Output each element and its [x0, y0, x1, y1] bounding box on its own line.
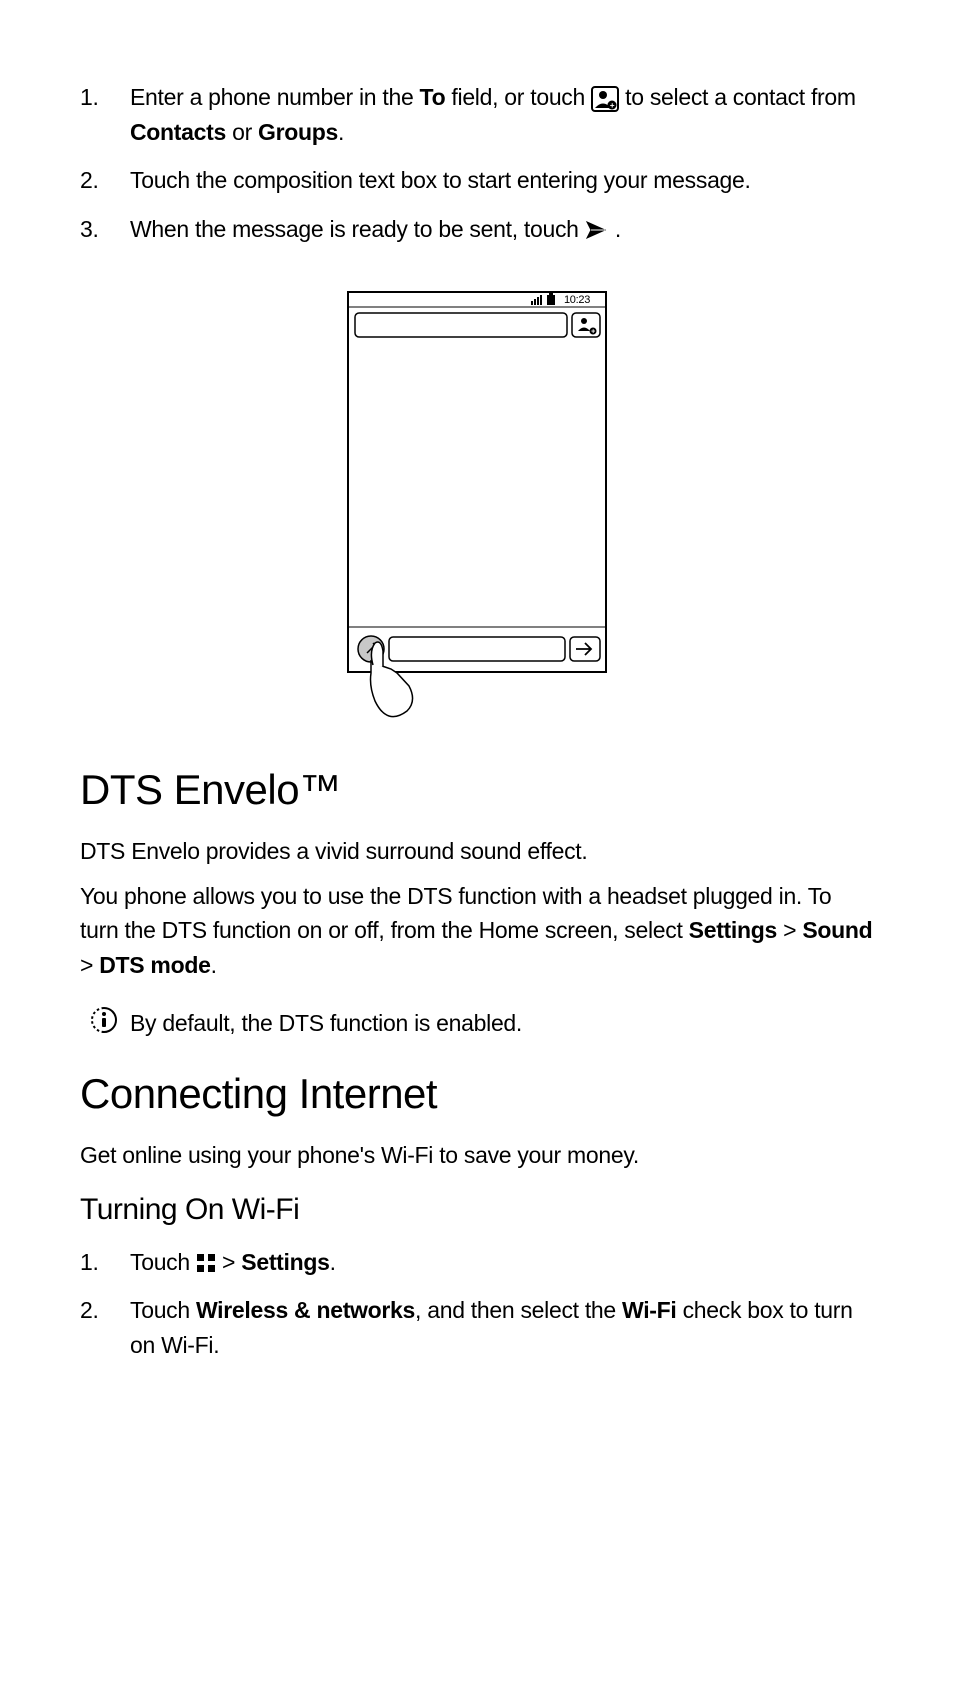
internet-heading: Connecting Internet [80, 1070, 874, 1118]
list-body: Touch Wireless & networks, and then sele… [130, 1293, 874, 1362]
dts-paragraph-2: You phone allows you to use the DTS func… [80, 879, 874, 983]
dts-paragraph-1: DTS Envelo provides a vivid surround sou… [80, 834, 874, 869]
info-icon [90, 1006, 118, 1040]
apps-icon [196, 1253, 216, 1273]
dts-heading: DTS Envelo™ [80, 766, 874, 814]
messaging-step-item: 3.When the message is ready to be sent, … [80, 212, 874, 247]
dts-note: By default, the DTS function is enabled. [90, 1006, 874, 1040]
list-number: 3. [80, 212, 130, 247]
internet-paragraph: Get online using your phone's Wi-Fi to s… [80, 1138, 874, 1173]
list-number: 2. [80, 163, 130, 198]
phone-mock-icon: 10:23 + [347, 291, 607, 731]
svg-text:+: + [610, 101, 615, 110]
list-body: When the message is ready to be sent, to… [130, 212, 874, 247]
svg-text:10:23: 10:23 [564, 294, 590, 306]
wifi-step-item: 2.Touch Wireless & networks, and then se… [80, 1293, 874, 1362]
steps-list-messaging: 1.Enter a phone number in the To field, … [80, 80, 874, 246]
wifi-subheading: Turning On Wi-Fi [80, 1193, 874, 1227]
contact-icon: + [591, 86, 619, 112]
dts-note-text: By default, the DTS function is enabled. [130, 1010, 522, 1037]
send-icon [585, 220, 609, 240]
list-body: Enter a phone number in the To field, or… [130, 80, 874, 149]
svg-text:+: + [591, 329, 595, 336]
list-number: 2. [80, 1293, 130, 1362]
wifi-step-item: 1.Touch > Settings. [80, 1245, 874, 1280]
list-number: 1. [80, 80, 130, 149]
messaging-step-item: 1.Enter a phone number in the To field, … [80, 80, 874, 149]
list-body: Touch the composition text box to start … [130, 163, 874, 198]
list-body: Touch > Settings. [130, 1245, 874, 1280]
steps-list-wifi: 1.Touch > Settings.2.Touch Wireless & ne… [80, 1245, 874, 1363]
list-number: 1. [80, 1245, 130, 1280]
phone-screenshot-figure: 10:23 + [80, 291, 874, 736]
messaging-step-item: 2.Touch the composition text box to star… [80, 163, 874, 198]
